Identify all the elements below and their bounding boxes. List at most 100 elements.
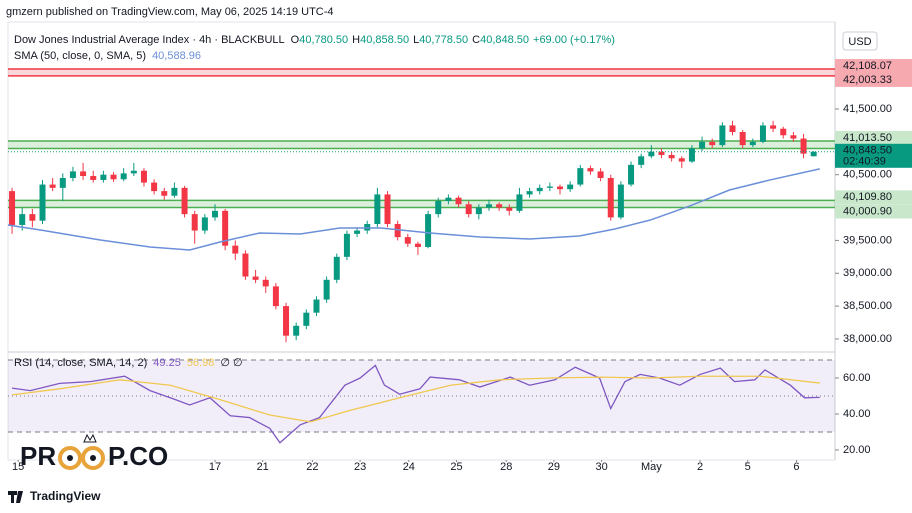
candle-body	[577, 168, 584, 185]
rsi-band-bg	[8, 360, 835, 432]
y-tick-label: 39,000.00	[843, 267, 892, 279]
candle-body	[303, 312, 310, 326]
candle-body	[212, 210, 219, 218]
candle-body	[536, 187, 543, 192]
candle-body	[130, 170, 137, 174]
candle-body	[638, 156, 645, 165]
candle-body	[607, 177, 614, 218]
candle-body	[658, 151, 665, 155]
candle-body	[567, 184, 574, 190]
y-tick-label: 40,500.00	[843, 169, 892, 181]
candle-body	[313, 299, 320, 313]
candle-body	[435, 200, 442, 215]
last-price-bg	[835, 143, 912, 168]
candle-body	[465, 204, 472, 215]
x-tick-label: May	[641, 461, 662, 473]
candle-body	[678, 158, 685, 162]
candle-body	[384, 194, 391, 224]
y-tick-label: 60.00	[843, 372, 871, 384]
y-tick-label: 38,500.00	[843, 300, 892, 312]
x-tick-label: 23	[354, 461, 366, 473]
x-tick-label: 24	[403, 461, 415, 473]
countdown: 02:40:39	[843, 156, 886, 168]
candle-body	[161, 191, 168, 196]
candle-body	[790, 135, 797, 139]
candle-body	[191, 214, 198, 231]
zone-label-bg	[835, 190, 912, 205]
candle-body	[719, 125, 726, 146]
candle-body	[709, 141, 716, 146]
candle-body	[617, 184, 624, 218]
published-note: gmzern published on TradingView.com, May…	[6, 6, 334, 18]
x-tick-label: 25	[450, 461, 462, 473]
candle-body	[140, 170, 147, 183]
candle-body	[475, 207, 482, 215]
x-tick-label: 6	[793, 461, 799, 473]
quote-key: L	[413, 34, 419, 46]
candle-body	[526, 191, 533, 195]
candle-body	[546, 186, 553, 188]
candle-body	[59, 177, 66, 188]
candle-body	[80, 171, 87, 177]
rsi-line	[11, 375, 820, 423]
zone-label: 40,109.80	[843, 191, 892, 203]
currency-box[interactable]	[842, 31, 878, 51]
last-price-label: 40,848.50	[843, 145, 892, 157]
candle-body	[262, 279, 269, 287]
candle-body	[100, 174, 107, 180]
currency: USD	[848, 36, 871, 48]
candle-body	[404, 237, 411, 244]
candle-body	[425, 214, 432, 247]
sma-name: SMA (50, close, 0, SMA, 5)	[14, 50, 146, 62]
candle-body	[19, 214, 26, 225]
candle-body	[597, 171, 604, 178]
candle-body	[181, 187, 188, 215]
zone-band	[8, 69, 835, 76]
zone-label-bg	[835, 130, 912, 145]
zone-label: 42,003.33	[843, 74, 892, 86]
zone-label-bg	[835, 59, 912, 74]
x-tick-label: 21	[257, 461, 269, 473]
candle-body	[445, 197, 452, 201]
rsi-legend: RSI (14, close, SMA, 14, 2) 49.25 56.98 ∅ ∅	[14, 357, 243, 369]
candle-body	[343, 233, 350, 257]
x-tick-label: 17	[209, 461, 221, 473]
candle-body	[120, 173, 127, 180]
candle-body	[293, 325, 300, 336]
zone-label: 40,000.90	[843, 205, 892, 217]
sma-value: 40,588.96	[152, 50, 201, 62]
zone-label: 41,013.50	[843, 132, 892, 144]
y-tick-label: 41,500.00	[843, 103, 892, 115]
candle-body	[648, 151, 655, 157]
rsi-value: 56.98	[187, 357, 215, 369]
candle-body	[252, 276, 259, 280]
x-tick-label: 5	[745, 461, 751, 473]
sma-legend: SMA (50, close, 0, SMA, 5) 40,588.96	[14, 50, 201, 62]
quote-key: O	[291, 34, 300, 46]
logo-left: PR	[20, 441, 56, 471]
candle-body	[29, 214, 36, 221]
candle-body	[485, 204, 492, 208]
zone-label: 42,108.07	[843, 60, 892, 72]
zone-label-bg	[835, 204, 912, 219]
x-tick-label: 2	[697, 461, 703, 473]
zone-label-bg	[835, 72, 912, 87]
candle-body	[587, 168, 594, 172]
x-tick-label: 30	[595, 461, 607, 473]
rsi-name: RSI (14, close, SMA, 14, 2)	[14, 357, 147, 369]
candle-body	[749, 141, 756, 146]
quote-value: 40,858.50	[360, 34, 409, 46]
quote-change: +69.00 (+0.17%)	[533, 34, 615, 46]
quote-value: 40,848.50	[480, 34, 529, 46]
quote-key: H	[352, 34, 360, 46]
candle-body	[770, 125, 777, 129]
candle-body	[232, 245, 239, 254]
candle-body	[242, 253, 249, 277]
candle-body	[69, 171, 76, 178]
candle-body	[283, 306, 290, 336]
candle-body	[354, 230, 361, 234]
candle-body	[323, 279, 330, 300]
candle-body	[729, 125, 736, 132]
